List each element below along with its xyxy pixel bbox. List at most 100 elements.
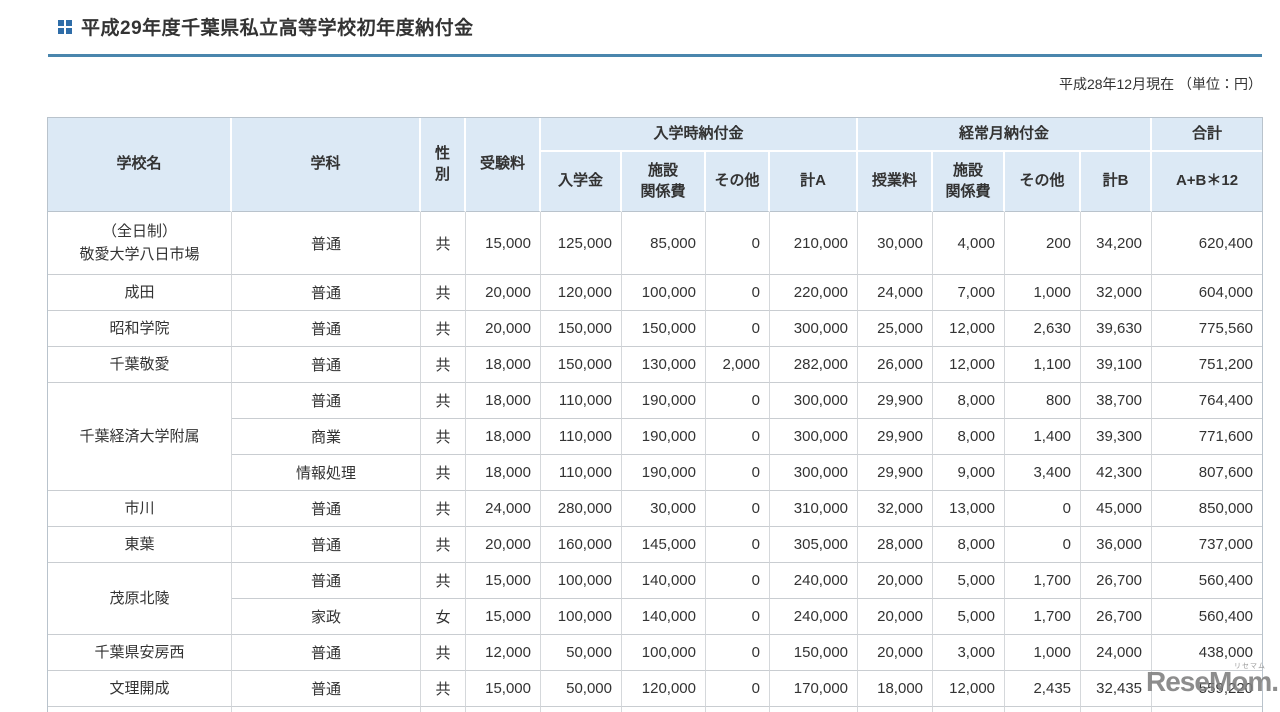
school-name-cell: 成田 bbox=[48, 275, 232, 311]
amount-cell: 4,000 bbox=[933, 212, 1006, 275]
department-cell: 普通 bbox=[232, 563, 421, 599]
table-row: 商業共 18,000 110,000 190,000 0 300,000 29,900 8,0… bbox=[48, 419, 1263, 455]
col-header-total-a: 計A bbox=[770, 152, 859, 212]
amount-cell: 170,000 bbox=[770, 671, 859, 707]
amount-cell: 807,600 bbox=[1152, 455, 1263, 491]
page-title: 平成29年度千葉県私立高等学校初年度納付金 bbox=[81, 18, 474, 39]
amount-cell: 438,000 bbox=[1152, 635, 1263, 671]
gender-cell: 共 bbox=[421, 383, 466, 419]
amount-cell: 50,000 bbox=[541, 635, 622, 671]
amount-cell: 20,000 bbox=[466, 311, 541, 347]
amount-cell: 85,000 bbox=[622, 212, 706, 275]
amount-cell: 2,435 bbox=[1005, 671, 1082, 707]
col-header-monthly-other: その他 bbox=[1005, 152, 1082, 212]
amount-cell: 36,000 bbox=[1081, 527, 1153, 563]
gender-cell: 共 bbox=[421, 455, 466, 491]
department-cell: 普通 bbox=[232, 347, 421, 383]
amount-cell: 34,200 bbox=[1081, 212, 1153, 275]
school-name-cell: 千葉敬愛 bbox=[48, 347, 232, 383]
amount-cell: 25,000 bbox=[858, 311, 934, 347]
amount-cell: 18,000 bbox=[466, 347, 541, 383]
amount-cell: 220,000 bbox=[770, 275, 859, 311]
amount-cell: 305,000 bbox=[770, 527, 859, 563]
amount-cell: 140,000 bbox=[622, 563, 706, 599]
gender-cell: 共 bbox=[421, 212, 466, 275]
amount-cell: 3,000 bbox=[933, 635, 1006, 671]
amount-cell: 150,000 bbox=[541, 311, 622, 347]
amount-cell: 20,000 bbox=[858, 599, 934, 635]
department-cell: 普通 bbox=[232, 311, 421, 347]
gender-cell: 共 bbox=[421, 311, 466, 347]
table-note: 平成28年12月現在 （単位：円） bbox=[1058, 76, 1262, 92]
col-header-entry-facility: 施設 関係費 bbox=[622, 152, 706, 212]
table-row: 成田 普通共 20,000 120,000 100,000 0 220,000 24,000 7… bbox=[48, 275, 1263, 311]
amount-cell: 0 bbox=[706, 599, 770, 635]
gender-cell: 共 bbox=[421, 671, 466, 707]
department-cell: 商業 bbox=[232, 419, 421, 455]
amount-cell: 29,900 bbox=[858, 419, 934, 455]
amount-cell: 0 bbox=[1005, 527, 1082, 563]
amount-cell: 26,700 bbox=[1081, 599, 1153, 635]
amount-cell: 280,000 bbox=[541, 491, 622, 527]
amount-cell: 2,000 bbox=[706, 347, 770, 383]
amount-cell: 737,000 bbox=[1152, 527, 1263, 563]
col-header-exam-fee: 受験料 bbox=[466, 118, 541, 212]
department-cell: 普通 bbox=[232, 212, 421, 275]
amount-cell: 30,000 bbox=[858, 212, 934, 275]
amount-cell: 560,400 bbox=[1152, 599, 1263, 635]
fees-table: 学校名 学科 性 別 受験料 入学時納付金 経常月納付金 合計 入学金 施設 関… bbox=[48, 118, 1263, 712]
amount-cell: 764,400 bbox=[1152, 383, 1263, 419]
amount-cell: 50,000 bbox=[541, 671, 622, 707]
amount-cell: 240,000 bbox=[770, 563, 859, 599]
amount-cell: 1,700 bbox=[1005, 599, 1082, 635]
table-row: （全日制） 敬愛大学八日市場 普通共 15,000 125,000 85,000 0 210… bbox=[48, 212, 1263, 275]
amount-cell: 13,000 bbox=[933, 491, 1006, 527]
amount-cell: 12,000 bbox=[933, 347, 1006, 383]
amount-cell: 1,000 bbox=[1005, 275, 1082, 311]
empty-cell bbox=[232, 707, 421, 712]
amount-cell: 12,000 bbox=[933, 311, 1006, 347]
department-cell: 情報処理 bbox=[232, 455, 421, 491]
amount-cell: 150,000 bbox=[541, 347, 622, 383]
amount-cell: 775,560 bbox=[1152, 311, 1263, 347]
group-header-total: 合計 bbox=[1152, 118, 1263, 152]
amount-cell: 100,000 bbox=[541, 599, 622, 635]
amount-cell: 39,300 bbox=[1081, 419, 1153, 455]
amount-cell: 8,000 bbox=[933, 527, 1006, 563]
table-row: 茂原北陵 普通共 15,000 100,000 140,000 0 240,000 20,00… bbox=[48, 563, 1263, 635]
fees-table-wrapper: 学校名 学科 性 別 受験料 入学時納付金 経常月納付金 合計 入学金 施設 関… bbox=[47, 117, 1263, 712]
amount-cell: 100,000 bbox=[622, 275, 706, 311]
table-row: 情報処理共 18,000 110,000 190,000 0 300,000 29,900 9… bbox=[48, 455, 1263, 491]
amount-cell: 29,900 bbox=[858, 383, 934, 419]
empty-cell bbox=[1005, 707, 1082, 712]
col-header-monthly-facility: 施設 関係費 bbox=[933, 152, 1006, 212]
table-row: 千葉県安房西 普通共 12,000 50,000 100,000 0 150,000 20,0… bbox=[48, 635, 1263, 671]
amount-cell: 150,000 bbox=[770, 635, 859, 671]
amount-cell: 300,000 bbox=[770, 455, 859, 491]
amount-cell: 5,000 bbox=[933, 599, 1006, 635]
amount-cell: 1,000 bbox=[1005, 635, 1082, 671]
empty-cell bbox=[466, 707, 541, 712]
amount-cell: 39,100 bbox=[1081, 347, 1153, 383]
amount-cell: 130,000 bbox=[622, 347, 706, 383]
amount-cell: 0 bbox=[706, 527, 770, 563]
amount-cell: 24,000 bbox=[466, 491, 541, 527]
gender-cell: 共 bbox=[421, 563, 466, 599]
amount-cell: 1,100 bbox=[1005, 347, 1082, 383]
amount-cell: 751,200 bbox=[1152, 347, 1263, 383]
gender-cell: 共 bbox=[421, 635, 466, 671]
amount-cell: 20,000 bbox=[858, 635, 934, 671]
table-row: 東葉 普通共 20,000 160,000 145,000 0 305,000 28,000 8… bbox=[48, 527, 1263, 563]
accent-divider bbox=[48, 54, 1262, 57]
amount-cell: 0 bbox=[706, 635, 770, 671]
amount-cell: 604,000 bbox=[1152, 275, 1263, 311]
amount-cell: 850,000 bbox=[1152, 491, 1263, 527]
table-row: 昭和学院 普通共 20,000 150,000 150,000 0 300,000 25,00… bbox=[48, 311, 1263, 347]
amount-cell: 8,000 bbox=[933, 383, 1006, 419]
gender-cell: 共 bbox=[421, 275, 466, 311]
col-header-school: 学校名 bbox=[48, 118, 232, 212]
amount-cell: 800 bbox=[1005, 383, 1082, 419]
col-header-entry-fee: 入学金 bbox=[541, 152, 622, 212]
group-header-entry-fees: 入学時納付金 bbox=[541, 118, 859, 152]
